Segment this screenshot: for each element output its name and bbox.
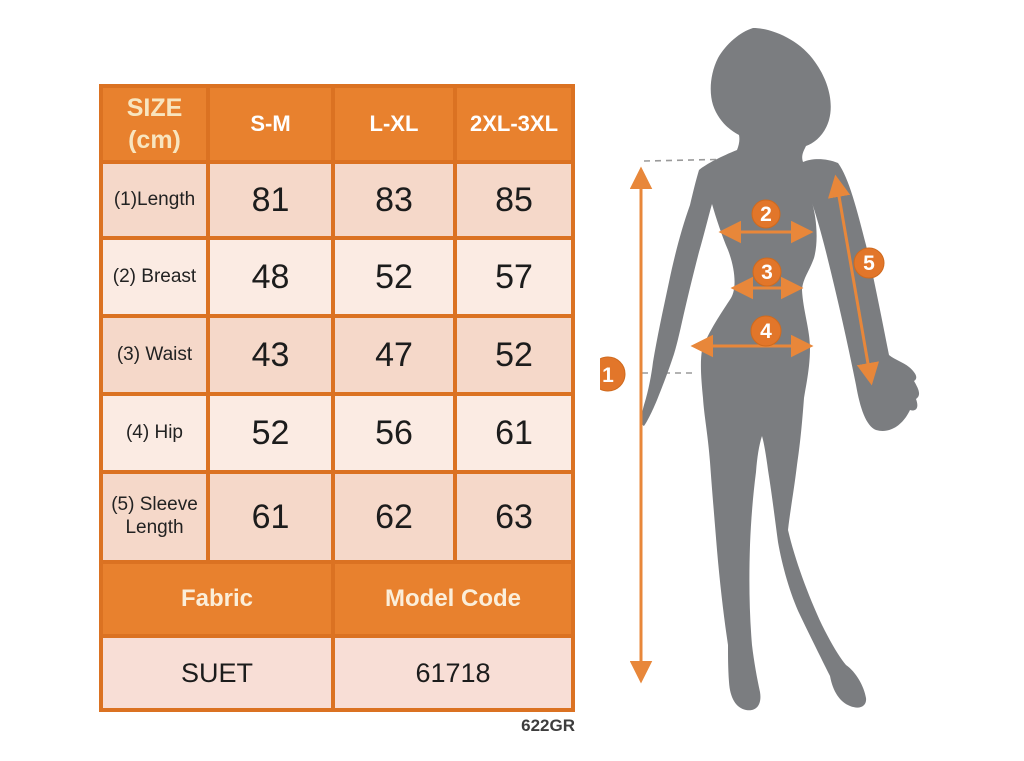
marker-2-circle [751, 199, 781, 229]
length-l-xl: 83 [335, 164, 453, 236]
sleeve-arrow [827, 174, 880, 386]
model-code-value: 61718 [335, 638, 571, 708]
sleeve-l-xl: 62 [335, 474, 453, 560]
marker-5-number: 5 [863, 252, 875, 275]
row-label-length: (1)Length [103, 164, 206, 236]
fabric-value: SUET [103, 638, 331, 708]
female-silhouette [641, 28, 920, 711]
size-header-line1: SIZE [126, 93, 183, 122]
model-code-header: Model Code [335, 564, 571, 634]
waist-l-xl: 47 [335, 318, 453, 392]
marker-3: 3 [752, 257, 782, 287]
hip-l-xl: 56 [335, 396, 453, 470]
sleeve-2xl-3xl: 63 [457, 474, 571, 560]
hip-2xl-3xl: 61 [457, 396, 571, 470]
row-label-breast: (2) Breast [103, 240, 206, 314]
breast-2xl-3xl: 57 [457, 240, 571, 314]
hip-s-m: 52 [210, 396, 331, 470]
column-header-s-m: S-M [210, 88, 331, 160]
marker-4-circle [750, 315, 782, 347]
marker-2: 2 [751, 199, 781, 229]
column-header-l-xl: L-XL [335, 88, 453, 160]
waist-2xl-3xl: 52 [457, 318, 571, 392]
marker-4: 4 [750, 315, 782, 347]
length-2xl-3xl: 85 [457, 164, 571, 236]
measurement-diagram: 1 2 3 4 5 [600, 28, 920, 711]
marker-5: 5 [853, 247, 885, 279]
breast-l-xl: 52 [335, 240, 453, 314]
product-code: 622GR [521, 716, 575, 735]
size-header-line2: (cm) [128, 126, 181, 154]
row-label-hip: (4) Hip [103, 396, 206, 470]
column-header-2xl-3xl: 2XL-3XL [457, 88, 571, 160]
marker-1-circle [600, 356, 626, 392]
marker-1-number: 1 [602, 364, 614, 387]
row-label-sleeve-length: (5) Sleeve Length [103, 474, 206, 560]
marker-4-number: 4 [760, 320, 772, 343]
breast-s-m: 48 [210, 240, 331, 314]
length-s-m: 81 [210, 164, 331, 236]
sleeve-s-m: 61 [210, 474, 331, 560]
size-header-cell: SIZE (cm) [103, 88, 206, 160]
fabric-header: Fabric [103, 564, 331, 634]
size-table: SIZE (cm) S-M L-XL 2XL-3XL (1)Length 81 … [99, 84, 575, 712]
marker-3-number: 3 [761, 261, 773, 284]
row-label-waist: (3) Waist [103, 318, 206, 392]
marker-3-circle [752, 257, 782, 287]
marker-2-number: 2 [760, 203, 772, 226]
waist-s-m: 43 [210, 318, 331, 392]
marker-5-circle [853, 247, 885, 279]
marker-1: 1 [600, 356, 626, 392]
